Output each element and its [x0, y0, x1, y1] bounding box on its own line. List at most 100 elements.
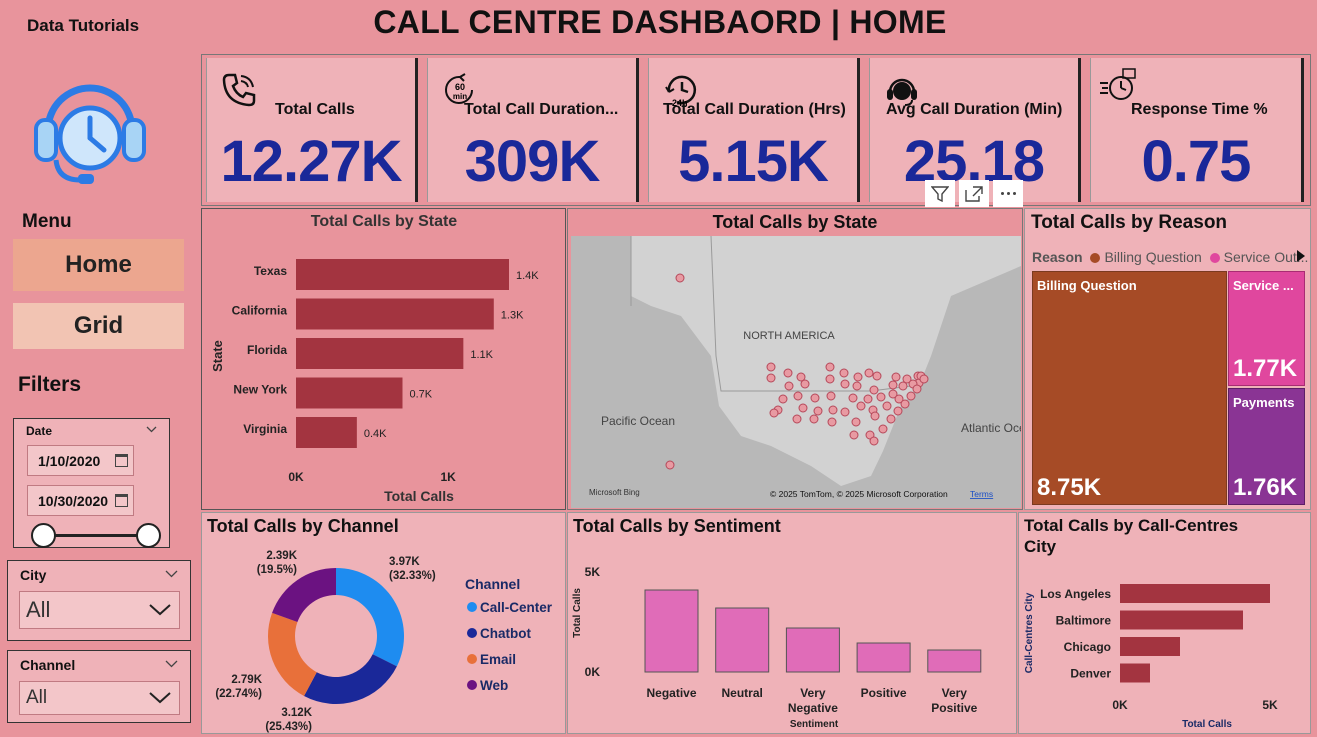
state-bubble [798, 403, 808, 413]
legend-item: Service Out... [1223, 249, 1309, 265]
state-bubble [675, 273, 685, 283]
bar[interactable] [296, 417, 357, 448]
bar[interactable] [927, 649, 982, 673]
map-label: Atlantic Oce [961, 421, 1021, 435]
focus-mode-icon[interactable] [959, 180, 989, 207]
us-map[interactable]: NORTH AMERICA Pacific Ocean Atlantic Oce Mi… [571, 236, 1021, 508]
kpi-value: 12.27K [220, 129, 402, 194]
chevron-down-icon[interactable] [146, 426, 157, 433]
state-bubble [863, 394, 873, 404]
bar[interactable] [715, 607, 770, 673]
state-bubble [856, 401, 866, 411]
bar[interactable] [1120, 610, 1243, 630]
x-tick-label: 0K [288, 470, 304, 484]
state-bubble [783, 368, 793, 378]
state-bubble [900, 399, 910, 409]
bar[interactable] [296, 377, 403, 409]
state-bubble [876, 392, 886, 402]
map-panel: Total Calls by State NORTH AMERICA Pacifi… [567, 208, 1023, 510]
state-bar-chart-panel: Total Calls by State Texas 1.4K California 1… [201, 208, 566, 510]
kpi-card-total-call-duration[interactable]: 60 min Total Call Duration... 309K [427, 58, 639, 202]
chevron-down-icon[interactable] [165, 570, 178, 578]
state-bubble [766, 362, 776, 372]
state-bubble [878, 424, 888, 434]
date-range-start-handle[interactable] [31, 523, 56, 548]
chart-title: Total Calls by Sentiment [573, 516, 781, 536]
legend-marker [467, 680, 477, 690]
home-button[interactable]: Home [13, 239, 184, 291]
kpi-card-total-call-duration-hrs[interactable]: 24h Total Call Duration (Hrs) 5.15K [648, 58, 860, 202]
kpi-label: Avg Call Duration (Min) [886, 101, 1063, 118]
calendar-icon[interactable] [115, 454, 128, 467]
state-bubble [840, 379, 850, 389]
state-bubble [891, 372, 901, 382]
state-bubble [869, 436, 879, 446]
end-date-input[interactable]: 10/30/2020 [27, 485, 134, 516]
visual-header [925, 180, 1024, 207]
chart-title: Total Calls by Channel [207, 516, 399, 536]
timer-60min-icon: 60 min [445, 73, 473, 104]
state-bubble [840, 407, 850, 417]
channel-select[interactable]: All [19, 681, 180, 715]
bar[interactable] [644, 589, 699, 673]
map-terms-link[interactable]: Terms [970, 489, 993, 499]
bar[interactable] [1120, 663, 1150, 683]
bar[interactable] [856, 642, 911, 673]
map-title: Total Calls by State [712, 212, 878, 232]
kpi-card-response-time[interactable]: Response Time % 0.75 [1090, 58, 1304, 202]
donut-slice[interactable] [268, 612, 317, 697]
x-axis-title: Sentiment [790, 719, 839, 730]
category-label: Virginia [243, 422, 287, 436]
treemap-tile-billing[interactable]: Billing Question 8.75K [1032, 271, 1227, 505]
calendar-icon[interactable] [115, 494, 128, 507]
treemap-tile-payments[interactable]: Payments 1.76K [1228, 388, 1305, 505]
date-range-end-handle[interactable] [136, 523, 161, 548]
category-label: Denver [1070, 667, 1111, 681]
state-bubble [882, 401, 892, 411]
chevron-down-icon[interactable] [165, 660, 178, 668]
kpi-card-total-calls[interactable]: Total Calls 12.27K [206, 58, 418, 202]
start-date-input[interactable]: 1/10/2020 [27, 445, 134, 476]
bar[interactable] [296, 298, 494, 330]
state-bubble [809, 414, 819, 424]
treemap-legend-title: Reason [1032, 249, 1083, 265]
data-label: (19.5%) [257, 564, 297, 576]
bar[interactable] [296, 338, 464, 369]
donut-slice[interactable] [336, 568, 404, 667]
chart-title: Total Calls by Call-Centres [1024, 516, 1238, 535]
data-label: 1.3K [501, 310, 524, 322]
category-label: Negative [788, 701, 838, 715]
data-label: 2.39K [266, 550, 297, 562]
legend-item: Billing Question [1104, 249, 1202, 265]
treemap-title: Total Calls by Reason [1031, 212, 1228, 233]
end-date-value: 10/30/2020 [38, 492, 109, 509]
tile-value: 1.76K [1233, 474, 1298, 501]
treemap-tile-service[interactable]: Service ... 1.77K [1228, 271, 1305, 386]
more-options-icon[interactable] [993, 180, 1023, 207]
bar[interactable] [296, 259, 509, 290]
state-bubble [839, 368, 849, 378]
map-attribution: © 2025 TomTom, © 2025 Microsoft Corporat… [770, 489, 948, 499]
channel-donut-panel: Total Calls by Channel 3.97K (32.33%) 3.12K… [201, 512, 566, 734]
donut-slice[interactable] [304, 654, 397, 704]
reason-treemap-panel: Total Calls by Reason Reason Billing Que… [1024, 208, 1311, 510]
bar[interactable] [1120, 637, 1180, 656]
state-bubble [827, 417, 837, 427]
chevron-right-icon[interactable] [1296, 249, 1306, 263]
city-select[interactable]: All [19, 591, 180, 629]
bar[interactable] [1120, 584, 1270, 603]
category-label: Positive [931, 701, 977, 715]
state-bubble [898, 381, 908, 391]
grid-button[interactable]: Grid [13, 303, 184, 349]
city-slicer-title: City [20, 567, 47, 583]
tile-label: Billing Question [1037, 278, 1137, 293]
page-title: CALL CENTRE DASHBAORD | HOME [373, 4, 947, 40]
state-bubble [849, 430, 859, 440]
state-bubble [848, 393, 858, 403]
bar[interactable] [785, 627, 840, 673]
state-bubble [851, 417, 861, 427]
filter-icon[interactable] [925, 180, 955, 207]
donut-slice[interactable] [272, 568, 336, 623]
channel-slicer: Channel All [7, 650, 191, 723]
kpi-label: Total Call Duration (Hrs) [663, 101, 846, 118]
